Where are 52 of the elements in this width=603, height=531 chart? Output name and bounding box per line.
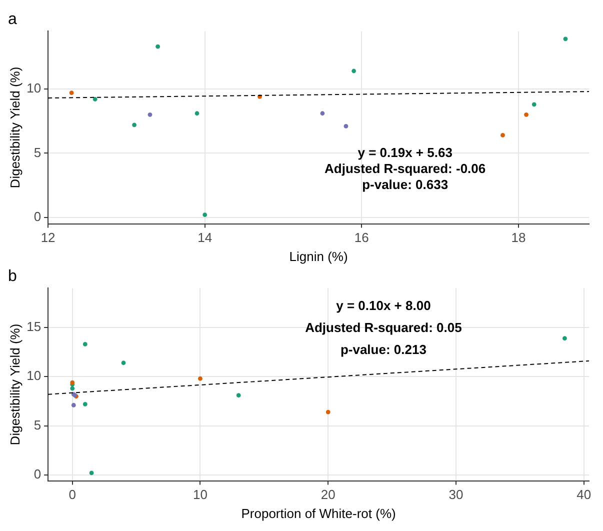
y-tick-label: 10 — [26, 368, 42, 384]
point — [500, 133, 505, 138]
annotation: p-value: 0.633 — [362, 176, 448, 192]
annotation: p-value: 0.213 — [340, 342, 426, 357]
x-tick-label: 30 — [448, 487, 464, 502]
point — [198, 376, 202, 381]
point — [71, 402, 76, 408]
point — [563, 36, 568, 42]
x-tick-label: 0 — [68, 487, 76, 502]
y-tick-label: 0 — [34, 466, 42, 482]
x-tick-label: 18 — [511, 230, 526, 246]
y-axis-title: Digestibility Yield (%) — [7, 324, 22, 446]
point — [156, 44, 160, 49]
point — [132, 122, 136, 128]
annotation: y = 0.19x + 5.63 — [358, 144, 452, 160]
point — [236, 393, 241, 398]
point — [524, 112, 528, 117]
x-axis-title: Lignin (%) — [289, 248, 348, 264]
point — [121, 360, 126, 366]
x-tick-label: 10 — [193, 487, 208, 502]
point — [562, 336, 567, 341]
y-tick-label: 0 — [34, 208, 42, 224]
point — [92, 97, 98, 102]
y-tick-label: 10 — [26, 80, 42, 96]
x-tick-label: 14 — [198, 230, 212, 246]
y-axis-title: Digestibility Yield (%) — [7, 66, 22, 188]
point — [344, 124, 348, 128]
x-tick-label: 20 — [320, 487, 336, 502]
point — [532, 102, 536, 107]
point — [194, 111, 200, 116]
point — [70, 386, 75, 391]
annotation: y = 0.10x + 8.00 — [336, 298, 431, 313]
annotation: Adjusted R-squared: -0.06 — [324, 160, 486, 176]
point — [352, 68, 356, 74]
point — [320, 111, 325, 116]
chart-title: a — [8, 11, 17, 28]
x-axis-title: Proportion of White-rot (%) — [241, 506, 396, 521]
x-tick-label: 12 — [40, 230, 56, 246]
x-tick-label: 40 — [576, 487, 592, 502]
point — [202, 212, 208, 218]
point — [148, 112, 152, 117]
point — [89, 470, 94, 476]
point — [82, 402, 88, 406]
y-tick-label: 5 — [34, 417, 42, 432]
x-tick-label: 16 — [354, 230, 369, 246]
chart-title: b — [8, 268, 17, 286]
point — [326, 410, 330, 414]
y-tick-label: 5 — [34, 144, 42, 160]
y-tick-label: 15 — [26, 319, 42, 334]
point — [82, 342, 88, 346]
point — [69, 90, 74, 96]
annotation: Adjusted R-squared: 0.05 — [305, 320, 462, 335]
